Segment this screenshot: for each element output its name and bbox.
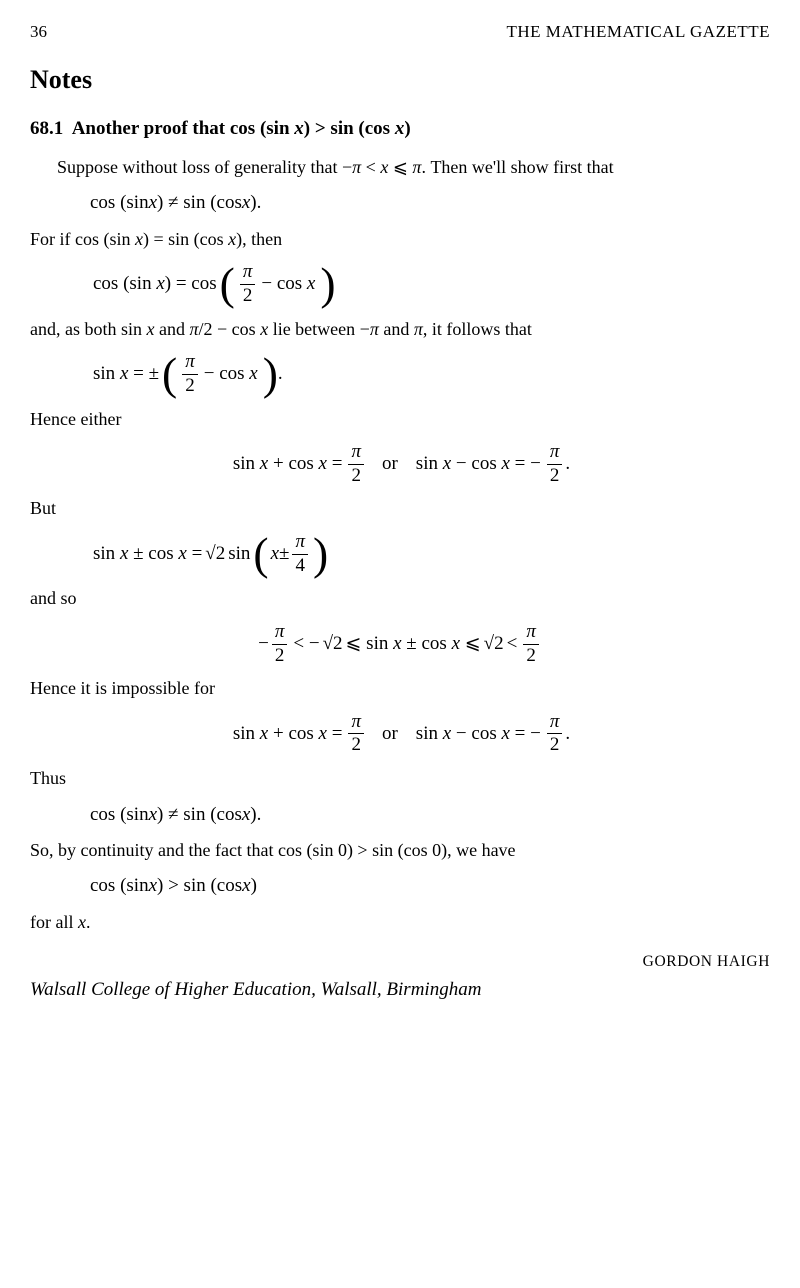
page-number: 36	[30, 20, 47, 44]
section-title-end: )	[404, 118, 410, 139]
equation: cos (sin x) > sin (cos x)	[90, 873, 770, 900]
equation: sin x + cos x = π2 or sin x − cos x = − …	[30, 712, 770, 757]
section-title-mid: ) > sin (cos	[304, 118, 395, 139]
var-x: x	[395, 118, 405, 139]
paragraph: So, by continuity and the fact that cos …	[30, 838, 770, 863]
var-x: x	[294, 118, 304, 139]
paragraph: and so	[30, 586, 770, 611]
equation: sin x ± cos x = √2 sin x ±π4	[90, 532, 770, 577]
author-affiliation: Walsall College of Higher Education, Wal…	[30, 977, 770, 1004]
paragraph: But	[30, 496, 770, 521]
equation: cos (sin x) ≠ sin (cos x).	[90, 802, 770, 829]
section-title-text: Another proof that cos (sin	[72, 118, 295, 139]
paragraph: Hence either	[30, 407, 770, 432]
section-title: 68.1 Another proof that cos (sin x) > si…	[30, 116, 770, 143]
paragraph: and, as both sin x and π/2 − cos x lie b…	[30, 317, 770, 342]
paragraph: Thus	[30, 766, 770, 791]
equation: cos (sin x) ≠ sin (cos x).	[90, 190, 770, 217]
equation: sin x = ± π2− cos x.	[90, 352, 770, 397]
section-number: 68.1	[30, 118, 63, 139]
equation: − π2 < −√2 ⩽ sin x ± cos x ⩽ √2 < π2	[30, 622, 770, 667]
paragraph: Hence it is impossible for	[30, 676, 770, 701]
equation: sin x + cos x = π2 or sin x − cos x = − …	[30, 442, 770, 487]
equation: cos (sin x) = cos π2− cos x	[90, 262, 770, 307]
author-name: GORDON HAIGH	[30, 951, 770, 973]
notes-heading: Notes	[30, 62, 770, 98]
page-header: 36 THE MATHEMATICAL GAZETTE	[30, 20, 770, 44]
paragraph: Suppose without loss of generality that …	[30, 155, 770, 180]
journal-title: THE MATHEMATICAL GAZETTE	[507, 20, 771, 44]
paragraph: For if cos (sin x) = sin (cos x), then	[30, 227, 770, 252]
paragraph: for all x.	[30, 910, 770, 935]
